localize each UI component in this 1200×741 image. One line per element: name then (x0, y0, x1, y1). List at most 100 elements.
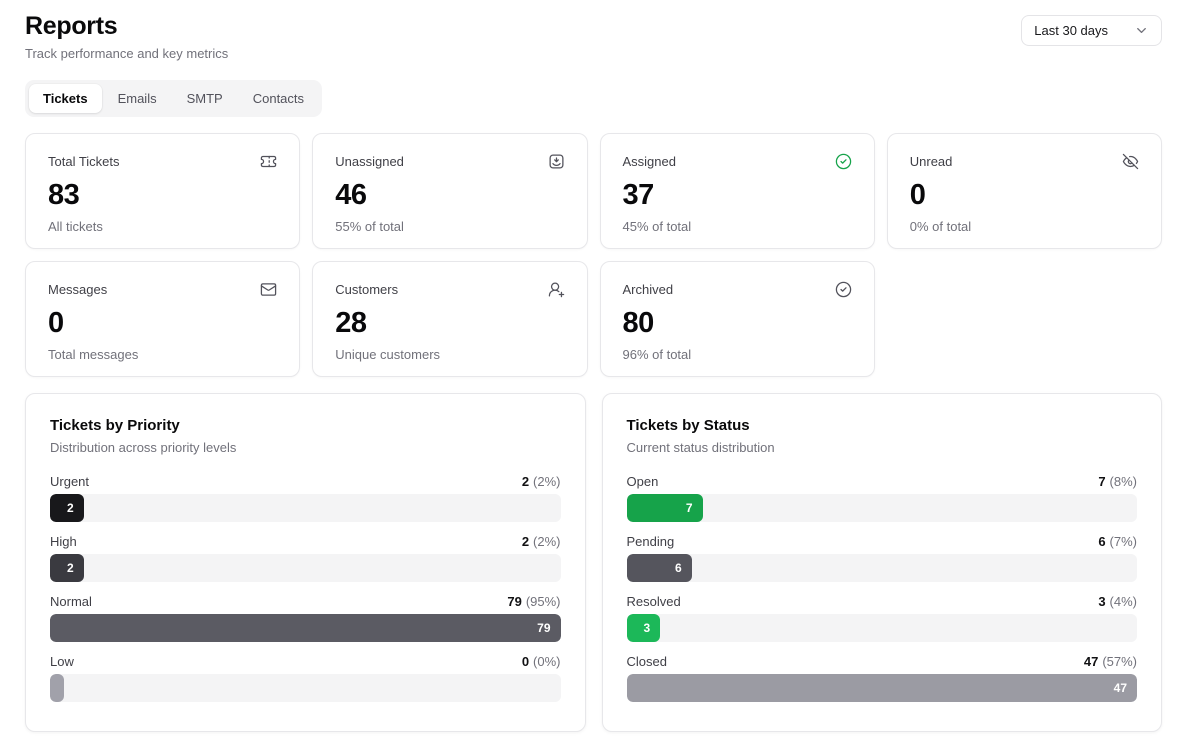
bar-category-label: Resolved (626, 594, 681, 609)
panel-subtitle: Current status distribution (626, 440, 775, 455)
bar-row-urgent: Urgent 2 (2%) 2 (50, 474, 561, 522)
stat-card-value: 83 (48, 179, 80, 211)
stat-card-label: Customers (335, 282, 399, 297)
stat-card-label: Assigned (622, 154, 676, 169)
tab-contacts[interactable]: Contacts (239, 84, 318, 113)
stat-card-sub: 0% of total (909, 219, 972, 234)
bar-row-open: Open 7 (8%) 7 (626, 474, 1137, 522)
stat-card-value: 80 (622, 307, 655, 339)
date-range-select[interactable]: Last 30 days (1021, 15, 1162, 46)
panel-title: Tickets by Status (626, 417, 750, 434)
stat-card-total-tickets: Total Tickets 83 All tickets (25, 133, 301, 249)
stat-card-label: Archived (622, 282, 674, 297)
eye-off-icon (1122, 153, 1139, 170)
stat-card-sub: 96% of total (622, 347, 692, 362)
page-subtitle: Track performance and key metrics (25, 46, 229, 61)
stat-card-label: Total Tickets (48, 154, 120, 169)
bar-value-label: 2 (2%) (521, 534, 561, 549)
bar-fill: 79 (50, 614, 561, 642)
bar-fill (50, 674, 65, 702)
page-header: Reports Track performance and key metric… (25, 12, 1162, 61)
bar-row-resolved: Resolved 3 (4%) 3 (626, 594, 1137, 642)
stat-cards-grid: Total Tickets 83 All tickets Unassigned 46 55… (25, 133, 1162, 377)
stat-card-value: 0 (909, 179, 926, 211)
stat-card-sub: Total messages (48, 347, 139, 362)
bar-inline-value: 2 (67, 501, 74, 515)
bar-value-label: 79 (95%) (507, 594, 561, 609)
bar-value-label: 0 (0%) (521, 654, 561, 669)
page-title: Reports (25, 12, 118, 40)
circle-check-icon (835, 281, 852, 298)
stat-card-unread: Unread 0 0% of total (886, 133, 1162, 249)
bar-inline-value: 6 (674, 561, 682, 575)
bar-row-high: High 2 (2%) 2 (50, 534, 561, 582)
bar-inline-value: 3 (643, 621, 651, 635)
bar-track: 7 (626, 494, 1137, 522)
tab-smtp[interactable]: SMTP (173, 84, 237, 113)
bar-fill: 47 (626, 674, 1137, 702)
bar-inline-value: 2 (67, 561, 74, 575)
tab-emails[interactable]: Emails (104, 84, 171, 113)
stat-card-value: 28 (335, 307, 367, 339)
stat-card-unassigned: Unassigned 46 55% of total (312, 133, 588, 249)
stat-card-value: 0 (48, 307, 64, 339)
stat-card-label: Messages (48, 282, 108, 297)
bar-track: 47 (626, 674, 1137, 702)
circle-check-icon (835, 153, 852, 170)
bar-track: 6 (626, 554, 1137, 582)
bar-category-label: Normal (50, 594, 92, 609)
bar-value-label: 3 (4%) (1098, 594, 1137, 609)
bar-fill: 2 (50, 494, 84, 522)
stat-card-label: Unassigned (335, 154, 404, 169)
panel-subtitle: Distribution across priority levels (50, 440, 237, 455)
priority-bars: Urgent 2 (2%) 2 High 2 (2%) 2 Normal 79 (95%) 79 Low… (50, 474, 561, 702)
bar-fill: 2 (50, 554, 84, 582)
inbox-arrow-down-icon (548, 153, 565, 170)
bar-category-label: Open (626, 474, 659, 489)
tickets-by-priority-panel: Tickets by Priority Distribution across … (25, 393, 586, 732)
bar-inline-value: 79 (537, 621, 551, 635)
bar-track: 3 (626, 614, 1137, 642)
stat-card-archived: Archived 80 96% of total (599, 261, 875, 377)
charts-section: Tickets by Priority Distribution across … (25, 393, 1162, 732)
bar-category-label: Low (50, 654, 74, 669)
bar-inline-value: 7 (685, 501, 693, 515)
bar-value-label: 6 (7%) (1098, 534, 1137, 549)
bar-fill: 6 (626, 554, 692, 582)
bar-value-label: 2 (2%) (521, 474, 561, 489)
bar-track (50, 674, 561, 702)
bar-value-label: 47 (57%) (1083, 654, 1137, 669)
bar-row-normal: Normal 79 (95%) 79 (50, 594, 561, 642)
bar-category-label: Pending (626, 534, 675, 549)
bar-fill: 7 (626, 494, 703, 522)
stat-card-sub: Unique customers (335, 347, 441, 362)
ticket-icon (260, 153, 277, 170)
date-range-value: Last 30 days (1034, 23, 1108, 38)
bar-track: 2 (50, 494, 561, 522)
report-tabs: Tickets Emails SMTP Contacts (25, 80, 323, 117)
panel-title: Tickets by Priority (50, 417, 180, 434)
bar-category-label: Closed (626, 654, 667, 669)
stat-card-customers: Customers 28 Unique customers (312, 261, 588, 377)
bar-inline-value: 47 (1113, 681, 1127, 695)
bar-track: 79 (50, 614, 561, 642)
status-bars: Open 7 (8%) 7 Pending 6 (7%) 6 Resolved 3 (4%) 3 Clo… (626, 474, 1137, 702)
stat-card-messages: Messages 0 Total messages (25, 261, 301, 377)
user-plus-icon (548, 281, 565, 298)
bar-category-label: Urgent (50, 474, 90, 489)
stat-card-sub: 55% of total (335, 219, 404, 234)
chevron-down-icon (1134, 23, 1149, 38)
bar-row-low: Low 0 (0%) (50, 654, 561, 702)
bar-value-label: 7 (8%) (1098, 474, 1137, 489)
bar-fill: 3 (626, 614, 661, 642)
tab-tickets[interactable]: Tickets (29, 84, 102, 113)
stat-card-sub: All tickets (48, 219, 103, 234)
bar-row-pending: Pending 6 (7%) 6 (626, 534, 1137, 582)
mail-icon (260, 281, 277, 298)
stat-card-value: 37 (622, 179, 655, 211)
header-titles: Reports Track performance and key metric… (25, 12, 228, 61)
stat-card-sub: 45% of total (622, 219, 692, 234)
stat-card-assigned: Assigned 37 45% of total (599, 133, 875, 249)
stat-card-value: 46 (335, 179, 367, 211)
